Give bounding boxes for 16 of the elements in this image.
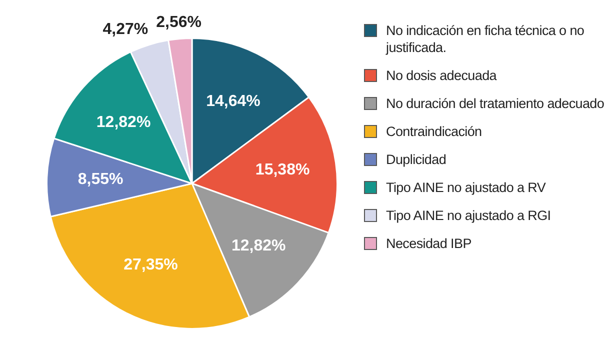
legend-label: Necesidad IBP	[386, 235, 472, 252]
legend-label: Tipo AINE no ajustado a RV	[386, 179, 546, 196]
legend-label: Contraindicación	[386, 123, 482, 140]
data-label: 2,56%	[156, 14, 202, 32]
legend-label: No indicación en ficha técnica o no justificada.	[386, 22, 586, 56]
legend-label: Duplicidad	[386, 151, 446, 168]
data-label: 27,35%	[124, 256, 178, 274]
data-label: 12,82%	[231, 238, 286, 255]
data-label: 15,38%	[255, 162, 310, 179]
legend-label: No dosis adecuada	[386, 67, 496, 84]
legend-label: Tipo AINE no ajustado a RGI	[386, 207, 551, 224]
data-label: 14,64%	[206, 93, 260, 110]
data-label: 4,27%	[102, 20, 148, 38]
data-label: 12,82%	[96, 114, 151, 132]
data-label: 8,55%	[78, 170, 124, 188]
legend-label: No duración del tratamiento adecuado	[386, 95, 604, 112]
